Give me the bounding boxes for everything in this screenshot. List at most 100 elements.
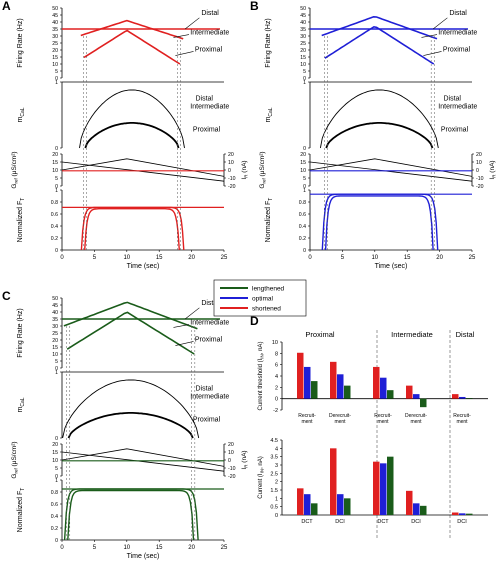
threshold-bar-lengthened bbox=[311, 381, 318, 399]
current-bar-lengthened bbox=[466, 513, 473, 515]
g-tick-label: 5 bbox=[303, 176, 306, 182]
threshold-category-label: Derecruit- bbox=[405, 413, 427, 419]
fr-tick-label: 30 bbox=[300, 34, 306, 40]
fr-tick-label: 45 bbox=[52, 303, 58, 309]
i-tick-label: -10 bbox=[228, 466, 236, 472]
threshold-tick-label: -2 bbox=[273, 408, 278, 414]
fr-tick-label: 5 bbox=[303, 69, 306, 75]
fr-proximal-pointer bbox=[175, 51, 194, 56]
fr-proximal-label: Proximal bbox=[195, 336, 223, 343]
m-proximal-line bbox=[67, 412, 194, 439]
fr-proximal-line bbox=[83, 29, 181, 65]
f-tick-label: 1 bbox=[55, 188, 58, 194]
threshold-category-label: Recruit- bbox=[374, 413, 392, 419]
m-intermediate-label: Intermediate bbox=[438, 103, 477, 110]
g-tick-label: 0 bbox=[303, 184, 306, 190]
fr-tick-label: 5 bbox=[55, 69, 58, 75]
current-tick-label: 3 bbox=[275, 463, 278, 469]
f-tick-label: 0.6 bbox=[299, 212, 306, 218]
fr-tick-label: 10 bbox=[52, 62, 58, 68]
i-tick-label: -10 bbox=[228, 176, 236, 182]
fr-distal-label: Distal bbox=[201, 10, 219, 17]
i-tick-label: 20 bbox=[228, 442, 234, 448]
x-tick-label: 25 bbox=[469, 255, 476, 261]
fr-tick-label: 40 bbox=[300, 20, 306, 26]
threshold-category-label: ment bbox=[377, 419, 389, 425]
fr-proximal-pointer bbox=[175, 341, 194, 346]
f-tick-label: 0.2 bbox=[51, 526, 58, 532]
fr-distal-pointer bbox=[184, 307, 200, 320]
i-tick-label: 0 bbox=[228, 168, 231, 174]
f-proximal-line bbox=[67, 489, 195, 541]
m-tick-label: 1 bbox=[55, 370, 58, 376]
f-ylabel: Normalized FT bbox=[17, 488, 26, 533]
threshold-bar-shortened bbox=[297, 352, 304, 399]
current-bar-shortened bbox=[406, 490, 413, 515]
f-tick-label: 0.2 bbox=[51, 236, 58, 242]
g-tick-label: 10 bbox=[52, 458, 58, 464]
fr-tick-label: 35 bbox=[52, 317, 58, 323]
threshold-category-label: ment bbox=[334, 419, 346, 425]
fr-tick-label: 20 bbox=[52, 338, 58, 344]
g-tick-label: 20 bbox=[52, 152, 58, 158]
fr-distal-pointer bbox=[432, 17, 448, 30]
section-label: Intermediate bbox=[391, 330, 433, 339]
fr-intermediate-line bbox=[63, 301, 198, 330]
threshold-bar-shortened bbox=[406, 385, 413, 399]
panel-letter: A bbox=[2, 0, 11, 13]
g-tick-label: 15 bbox=[300, 160, 306, 166]
m-intermediate-label: Intermediate bbox=[190, 393, 229, 400]
f-tick-label: 0.2 bbox=[299, 236, 306, 242]
g-ref-line bbox=[309, 158, 473, 177]
g-tick-label: 0 bbox=[55, 474, 58, 480]
i-ylabel: IR (nA) bbox=[241, 160, 249, 179]
fr-distal-label: Distal bbox=[201, 300, 219, 307]
fr-intermediate-pointer bbox=[173, 324, 190, 328]
threshold-bar-optimal bbox=[380, 377, 387, 399]
x-tick-label: 20 bbox=[188, 255, 195, 261]
threshold-bar-optimal bbox=[413, 394, 420, 399]
fr-ylabel: Firing Rate (Hz) bbox=[17, 308, 24, 357]
threshold-bar-shortened bbox=[373, 366, 380, 399]
m-ylabel: mCaL bbox=[17, 397, 26, 412]
f-tick-label: 0.8 bbox=[51, 200, 58, 206]
x-tick-label: 10 bbox=[123, 545, 130, 551]
x-tick-label: 20 bbox=[188, 545, 195, 551]
i-tick-label: 20 bbox=[476, 152, 482, 158]
i-tick-label: -20 bbox=[228, 184, 236, 190]
fr-intermediate-line bbox=[80, 19, 184, 40]
fr-tick-label: 0 bbox=[55, 76, 58, 82]
f-ylabel: Normalized FT bbox=[17, 198, 26, 243]
f-tick-label: 0.6 bbox=[51, 212, 58, 218]
threshold-tick-label: 0 bbox=[275, 397, 278, 403]
i-r-line bbox=[61, 161, 225, 182]
x-tick-label: 25 bbox=[221, 255, 228, 261]
f-tick-label: 0.6 bbox=[51, 502, 58, 508]
panel-letter: D bbox=[250, 314, 259, 328]
g-ref-line bbox=[61, 158, 225, 177]
m-ylabel: mCaL bbox=[17, 107, 26, 122]
threshold-bar-optimal bbox=[304, 366, 311, 399]
g-tick-label: 10 bbox=[300, 168, 306, 174]
fr-tick-label: 40 bbox=[52, 20, 58, 26]
x-tick-label: 20 bbox=[436, 255, 443, 261]
i-r-line bbox=[61, 451, 225, 472]
x-tick-label: 0 bbox=[60, 545, 64, 551]
fr-tick-label: 15 bbox=[52, 345, 58, 351]
i-tick-label: -10 bbox=[476, 176, 484, 182]
current-category-label: DCT bbox=[377, 519, 389, 525]
current-bar-optimal bbox=[337, 494, 344, 515]
i-tick-label: 10 bbox=[228, 450, 234, 456]
fr-distal-label: Distal bbox=[449, 10, 467, 17]
f-tick-label: 0 bbox=[55, 248, 58, 254]
f-tick-label: 0.4 bbox=[299, 224, 306, 230]
f-proximal-line bbox=[84, 208, 180, 251]
fr-proximal-line bbox=[66, 311, 195, 355]
fr-proximal-line bbox=[324, 25, 435, 65]
fr-ylabel: Firing Rate (Hz) bbox=[265, 18, 272, 67]
g-tick-label: 15 bbox=[52, 450, 58, 456]
fr-tick-label: 35 bbox=[300, 27, 306, 33]
threshold-tick-label: 8 bbox=[275, 351, 278, 357]
threshold-category-label: Recruit- bbox=[453, 413, 471, 419]
